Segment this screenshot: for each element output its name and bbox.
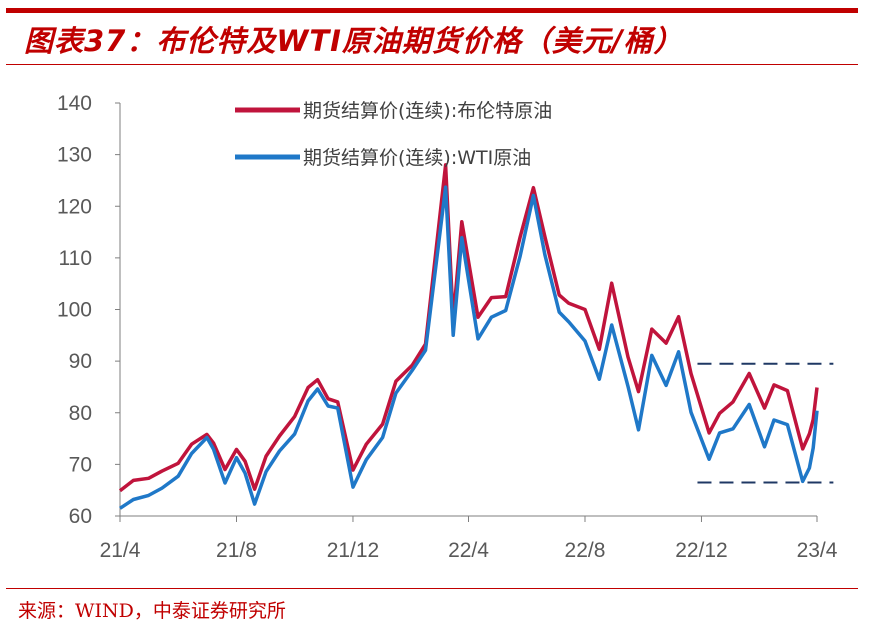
y-tick-label: 60 [69, 505, 92, 528]
x-tick-label: 22/12 [675, 539, 728, 562]
x-tick-label: 21/12 [327, 539, 380, 562]
x-tick-label: 23/4 [797, 539, 838, 562]
legend-label-brent: 期货结算价(连续):布伦特原油 [303, 100, 552, 122]
y-tick-label: 70 [69, 453, 92, 476]
y-tick-label: 110 [59, 247, 92, 270]
source-divider [6, 588, 858, 589]
title-divider [6, 64, 858, 65]
x-tick-label: 22/4 [448, 539, 489, 562]
series-line-brent [118, 163, 819, 493]
y-tick-label: 120 [57, 195, 92, 218]
legend-label-wti: 期货结算价(连续):WTI原油 [303, 147, 531, 169]
series-line-wti [119, 185, 819, 510]
y-tick-label: 100 [57, 299, 92, 322]
title-top-bar [6, 8, 858, 13]
x-tick-label: 21/4 [100, 539, 141, 562]
x-tick-label: 22/8 [565, 539, 606, 562]
figure-title: 图表37：布伦特及WTI原油期货价格（美元/桶） [24, 24, 684, 58]
y-tick-label: 80 [69, 402, 92, 425]
y-tick-label: 140 [57, 92, 92, 115]
source-note: 来源：WIND，中泰证券研究所 [18, 600, 286, 622]
y-tick-label: 90 [69, 350, 92, 373]
x-tick-label: 21/8 [216, 539, 257, 562]
y-tick-label: 130 [57, 144, 92, 167]
